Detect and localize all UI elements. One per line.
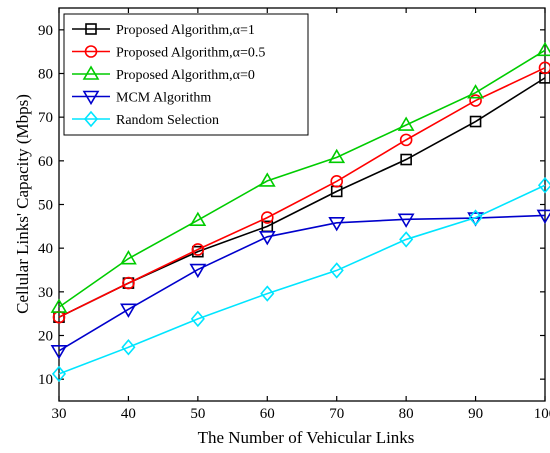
legend-marker [84, 45, 98, 58]
data-point [50, 298, 68, 313]
data-point [399, 133, 413, 147]
x-tick-label: 60 [260, 406, 275, 422]
x-tick-label: 40 [121, 406, 136, 422]
y-tick-label: 70 [38, 110, 53, 126]
data-point [258, 231, 276, 246]
legend-entry: MCM Algorithm [72, 91, 211, 106]
series-5 [51, 177, 550, 383]
data-point [191, 243, 205, 256]
series-line [58, 184, 546, 375]
axes: 30 40 50 60 70 80 90 100 10 20 30 40 50 60 70 80 90 [38, 7, 550, 422]
x-tick-label: 100 [534, 406, 550, 422]
x-tick-label: 90 [468, 406, 483, 422]
series-4 [50, 209, 550, 360]
data-point [469, 115, 482, 128]
data-point [467, 84, 484, 99]
data-point [189, 263, 207, 279]
y-tick-label: 40 [38, 241, 53, 257]
data-point [399, 231, 414, 248]
data-point [328, 217, 346, 232]
y-tick-label: 20 [38, 329, 53, 345]
data-point [120, 303, 137, 318]
legend-entry: Random Selection [72, 110, 219, 128]
data-point [536, 41, 550, 57]
data-point [329, 262, 344, 279]
legend-marker [83, 110, 99, 128]
legend-label: Proposed Algorithm,α=1 [116, 23, 255, 38]
data-point [328, 148, 346, 164]
series-line [58, 67, 546, 318]
data-point [537, 177, 550, 194]
series-layer [50, 41, 550, 383]
legend-entry: Proposed Algorithm,α=0 [72, 65, 255, 83]
data-point [260, 285, 275, 302]
legend-marker [85, 23, 97, 35]
data-point [189, 211, 207, 227]
y-tick-label: 30 [38, 285, 53, 301]
series-line [58, 49, 546, 308]
data-point [468, 209, 483, 226]
x-tick-label: 50 [190, 406, 205, 422]
data-point [260, 211, 274, 224]
legend-label: Random Selection [116, 113, 219, 128]
x-axis-label: The Number of Vehicular Links [198, 428, 415, 447]
x-tick-label: 70 [329, 406, 344, 422]
y-tick-label: 90 [38, 23, 53, 39]
y-tick-label: 60 [38, 154, 53, 170]
data-point [469, 94, 482, 107]
data-point [538, 61, 550, 75]
legend-marker [82, 65, 100, 80]
data-point [190, 310, 205, 328]
series-3 [50, 41, 550, 313]
data-point [50, 344, 68, 360]
legend-entry: Proposed Algorithm,α=0.5 [72, 45, 265, 61]
x-tick-label: 80 [399, 406, 414, 422]
series-line [58, 214, 546, 352]
legend-entry: Proposed Algorithm,α=1 [72, 23, 255, 38]
legend-marker [82, 90, 100, 106]
data-point [397, 213, 415, 228]
data-point [536, 209, 550, 225]
data-point [120, 250, 137, 265]
data-point [122, 276, 135, 290]
data-point [258, 172, 276, 187]
legend-label: Proposed Algorithm,α=0 [116, 68, 255, 83]
data-point [330, 175, 344, 188]
x-tick-label: 30 [52, 406, 67, 422]
data-point [397, 116, 415, 131]
data-point [400, 153, 412, 166]
legend-label: MCM Algorithm [116, 91, 211, 106]
data-point [51, 365, 67, 383]
y-axis-label: Cellular Links' Capacity (Mbps) [13, 94, 32, 314]
y-tick-label: 50 [38, 198, 53, 214]
y-tick-label: 10 [38, 372, 53, 388]
data-point [121, 339, 136, 356]
legend-label: Proposed Algorithm,α=0.5 [116, 46, 265, 61]
legend: Proposed Algorithm,α=1 Proposed Algorithm… [63, 13, 309, 136]
y-tick-label: 80 [38, 67, 53, 83]
